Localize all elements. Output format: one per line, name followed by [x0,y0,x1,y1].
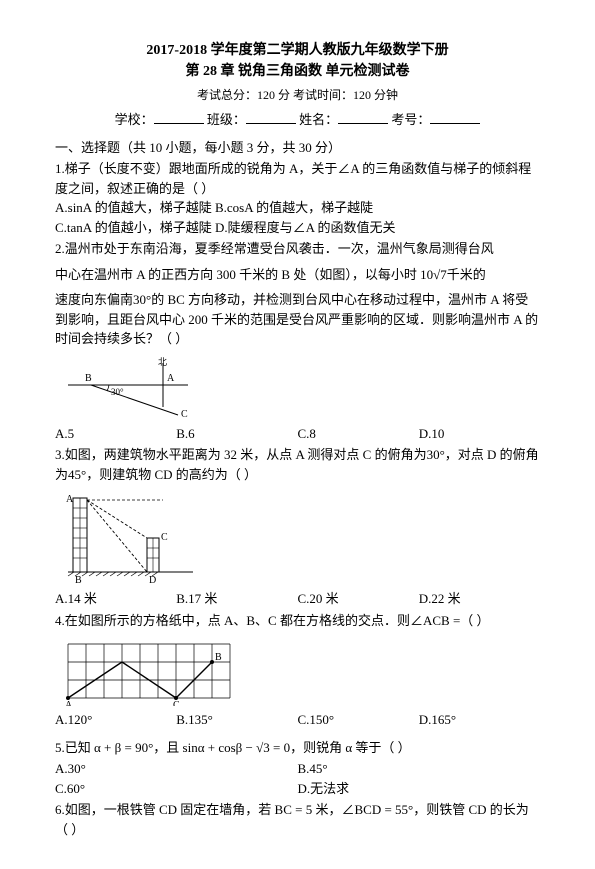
q3-diagram: A B C D [63,490,540,585]
q5-options: A.30° B.45° C.60° D.无法求 [55,759,540,798]
question-1: 1.梯子（长度不变）跟地面所成的锐角为 A，关于∠A 的三角函数值与梯子的倾斜程… [55,159,540,198]
name-blank [338,110,388,124]
q3-svg: A B C D [63,490,203,585]
q4-optD: D.165° [419,710,540,730]
q3-label-C: C [161,532,168,543]
q2-text2: 中心在温州市 A 的正西方向 300 千米的 B 处（如图），以每小时 10√7… [55,265,540,285]
q2-diagram: B A C 30° 北 [63,355,540,420]
q2-angle: 30° [111,387,124,397]
q2-text3: 速度向东偏南30°的 BC 方向移动，并检测到台风中心在移动过程中，温州市 A … [55,290,540,349]
q2-optD: D.10 [419,424,540,444]
class-blank [246,110,296,124]
exam-info: 考试总分：120 分 考试时间：120 分钟 [55,86,540,104]
q2-options: A.5 B.6 C.8 D.10 [55,424,540,444]
q4-optA: A.120° [55,710,176,730]
q1-optC: C.tanA 的值越小，梯子越陡 [55,220,212,235]
q2-optB: B.6 [176,424,297,444]
q2-optA: A.5 [55,424,176,444]
q4-optC: C.150° [298,710,419,730]
q5-optC: C.60° [55,779,298,799]
question-4: 4.在如图所示的方格纸中，点 A、B、C 都在方格线的交点．则∠ACB =（ ） [55,611,540,631]
title-line-1: 2017-2018 学年度第二学期人教版九年级数学下册 [55,40,540,61]
q4-label-A: A [65,700,73,706]
examno-label: 考号： [391,112,430,127]
q3-text: 3.如图，两建筑物水平距离为 32 米，从点 A 测得对点 C 的俯角为30°，… [55,447,539,482]
question-3: 3.如图，两建筑物水平距离为 32 米，从点 A 测得对点 C 的俯角为30°，… [55,445,540,484]
q1-optD: D.陡缓程度与∠A 的函数值无关 [215,220,396,235]
name-label: 姓名： [299,112,338,127]
q3-optC: C.20 米 [298,589,419,609]
school-label: 学校： [115,112,154,127]
q1-options: A.sinA 的值越大，梯子越陡 B.cosA 的值越大，梯子越陡 C.tanA… [55,198,540,237]
q4-text: 4.在如图所示的方格纸中，点 A、B、C 都在方格线的交点．则∠ACB =（ ） [55,613,490,628]
q3-label-A: A [66,494,74,505]
q3-options: A.14 米 B.17 米 C.20 米 D.22 米 [55,589,540,609]
q3-optA: A.14 米 [55,589,176,609]
q5-optD: D.无法求 [298,779,541,799]
student-info-line: 学校： 班级： 姓名： 考号： [55,110,540,130]
q2-label-A: A [167,373,175,384]
q4-svg: A B C [63,636,238,706]
exam-page: 2017-2018 学年度第二学期人教版九年级数学下册 第 28 章 锐角三角函… [0,0,595,869]
q4-label-B: B [215,652,222,663]
q2-label-C: C [181,409,188,420]
q4-options: A.120° B.135° C.150° D.165° [55,710,540,730]
q5-text: 5.已知 α + β = 90°，且 sinα + cosβ − √3 = 0，… [55,740,411,755]
q2-text1: 2.温州市处于东南沿海，夏季经常遭受台风袭击．一次，温州气象局测得台风 [55,239,540,259]
section-1-heading: 一、选择题（共 10 小题，每小题 3 分，共 30 分） [55,138,540,158]
q4-diagram: A B C [63,636,540,706]
title-line-2: 第 28 章 锐角三角函数 单元检测试卷 [55,61,540,82]
class-label: 班级： [207,112,246,127]
q1-text: 1.梯子（长度不变）跟地面所成的锐角为 A，关于∠A 的三角函数值与梯子的倾斜程… [55,161,531,196]
q6-text: 6.如图，一根铁管 CD 固定在墙角，若 BC = 5 米，∠BCD = 55°… [55,802,529,837]
q3-optD: D.22 米 [419,589,540,609]
q3-label-B: B [75,575,82,585]
q2-label-B: B [85,373,92,384]
q3-optB: B.17 米 [176,589,297,609]
q3-label-D: D [149,575,156,585]
q2-svg: B A C 30° 北 [63,355,193,420]
q1-optA: A.sinA 的值越大，梯子越陡 [55,200,212,215]
q4-optB: B.135° [176,710,297,730]
q2-optC: C.8 [298,424,419,444]
school-blank [154,110,204,124]
examno-blank [430,110,480,124]
question-5: 5.已知 α + β = 90°，且 sinα + cosβ − √3 = 0，… [55,738,540,758]
q2-north: 北 [158,357,167,367]
q5-optB: B.45° [298,759,541,779]
question-6: 6.如图，一根铁管 CD 固定在墙角，若 BC = 5 米，∠BCD = 55°… [55,800,540,839]
q4-label-C: C [173,700,180,706]
q5-optA: A.30° [55,759,298,779]
question-2: 2.温州市处于东南沿海，夏季经常遭受台风袭击．一次，温州气象局测得台风 中心在温… [55,239,540,349]
q1-optB: B.cosA 的值越大，梯子越陡 [215,200,373,215]
